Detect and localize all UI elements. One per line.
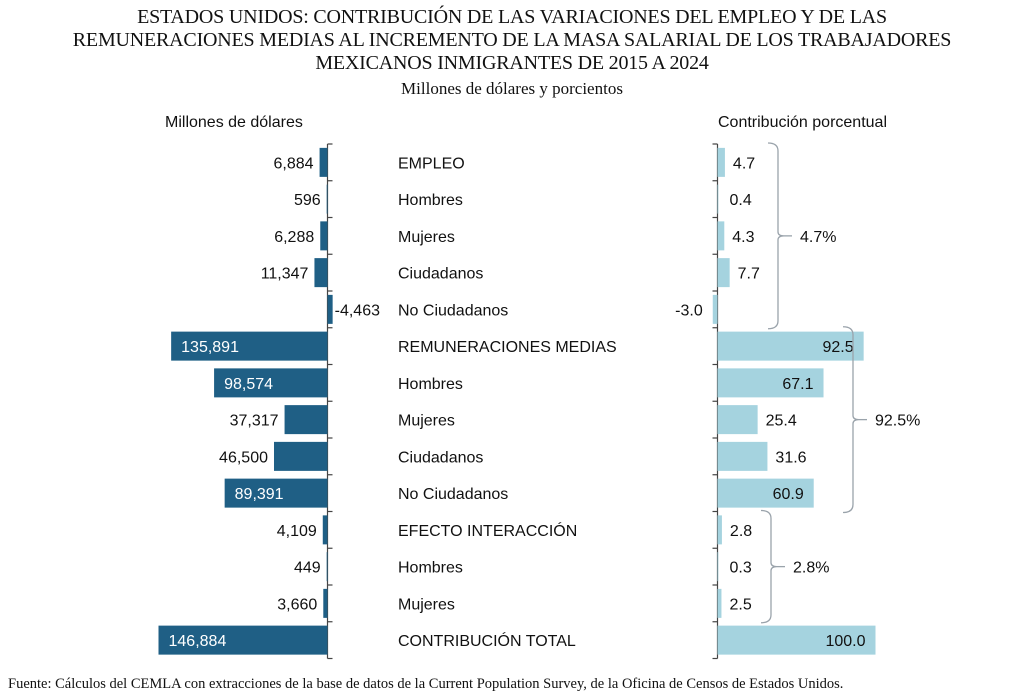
chart-title-line-2: REMUNERACIONES MEDIAS AL INCREMENTO DE L… [72,29,952,51]
right-bar [717,478,814,508]
right-bar [717,368,824,398]
source-note: Fuente: Cálculos del CEMLA con extraccio… [8,676,844,692]
category-label: Hombres [398,560,463,577]
category-label: No Ciudadanos [398,486,508,503]
right-bar [717,258,730,288]
left-bar-label: 146,884 [169,633,227,650]
right-bar-label: 92.5 [823,339,854,356]
right-bar-label: 31.6 [775,449,806,466]
right-bar-label: 60.9 [773,486,804,503]
right-bar-label: 4.3 [732,229,754,246]
left-bar [323,588,328,618]
left-bar [319,147,328,177]
left-bar-label: 11,347 [261,266,309,283]
left-bar-label: 596 [294,192,321,209]
left-bar-label: 449 [294,560,321,577]
bracket-total-label: 4.7% [800,229,836,246]
category-label: Hombres [398,376,463,393]
right-bar-label: 25.4 [766,413,797,430]
group-bracket [767,142,785,330]
left-bar [284,405,328,435]
category-label: Mujeres [398,229,455,246]
category-label: REMUNERACIONES MEDIAS [398,339,617,356]
group-bracket [760,509,778,624]
right-bar [717,331,864,361]
left-bar [327,294,333,324]
chart-title-line-1: ESTADOS UNIDOS: CONTRIBUCIÓN DE LAS VARI… [137,6,887,28]
left-bar [214,368,328,398]
bracket-total-label: 2.8% [793,560,829,577]
left-bar [326,184,328,214]
left-bar-label: 3,660 [277,596,317,613]
right-bar [717,441,768,471]
right-bar [717,147,725,177]
category-label: No Ciudadanos [398,302,508,319]
right-bar [712,294,718,324]
left-bar [273,441,328,471]
category-label: EMPLEO [398,155,465,172]
left-bar-label: 98,574 [224,376,273,393]
chart-title-line-3: MEXICANOS INMIGRANTES DE 2015 A 2024 [315,52,709,74]
bracket-total-label: 92.5% [875,413,920,430]
left-panel-header: Millones de dólares [165,114,303,131]
category-label: EFECTO INTERACCIÓN [398,521,577,540]
right-bar-label: 0.3 [730,560,752,577]
right-bar [717,625,876,655]
right-bar [717,405,758,435]
left-bar-label: 135,891 [181,339,239,356]
right-bar [717,588,722,618]
right-bar-label: 0.4 [730,192,752,209]
category-label: Hombres [398,192,463,209]
category-label: Ciudadanos [398,449,483,466]
left-bar [158,625,328,655]
right-bar [717,552,719,582]
left-bar [326,552,328,582]
right-panel-header: Contribución porcentual [718,114,887,131]
right-bar-label: 2.5 [730,596,752,613]
left-bar [320,221,328,251]
category-label: Mujeres [398,413,455,430]
right-bar-label: -3.0 [675,302,703,319]
chart-subtitle: Millones de dólares y porcientos [401,79,623,98]
left-bar-label: 6,288 [274,229,314,246]
category-label: CONTRIBUCIÓN TOTAL [398,631,576,650]
left-bar [322,515,328,545]
right-bar-label: 7.7 [738,266,760,283]
right-bar-label: 4.7 [733,155,755,172]
category-label: Mujeres [398,596,455,613]
category-label: Ciudadanos [398,266,483,283]
left-bar-label: 6,884 [274,155,314,172]
left-bar-label: 37,317 [230,413,279,430]
left-bar-label: 46,500 [219,449,268,466]
left-bar-label: 4,109 [277,523,317,540]
right-bar [717,184,719,214]
left-bar [224,478,328,508]
right-bar-label: 2.8 [730,523,752,540]
left-bar-label: -4,463 [335,302,380,319]
right-bar-label: 67.1 [782,376,813,393]
right-bar [717,515,722,545]
left-bar [171,331,328,361]
left-bar-label: 89,391 [235,486,284,503]
left-bar [314,258,328,288]
right-bar-label: 100.0 [825,633,865,650]
right-bar [717,221,725,251]
